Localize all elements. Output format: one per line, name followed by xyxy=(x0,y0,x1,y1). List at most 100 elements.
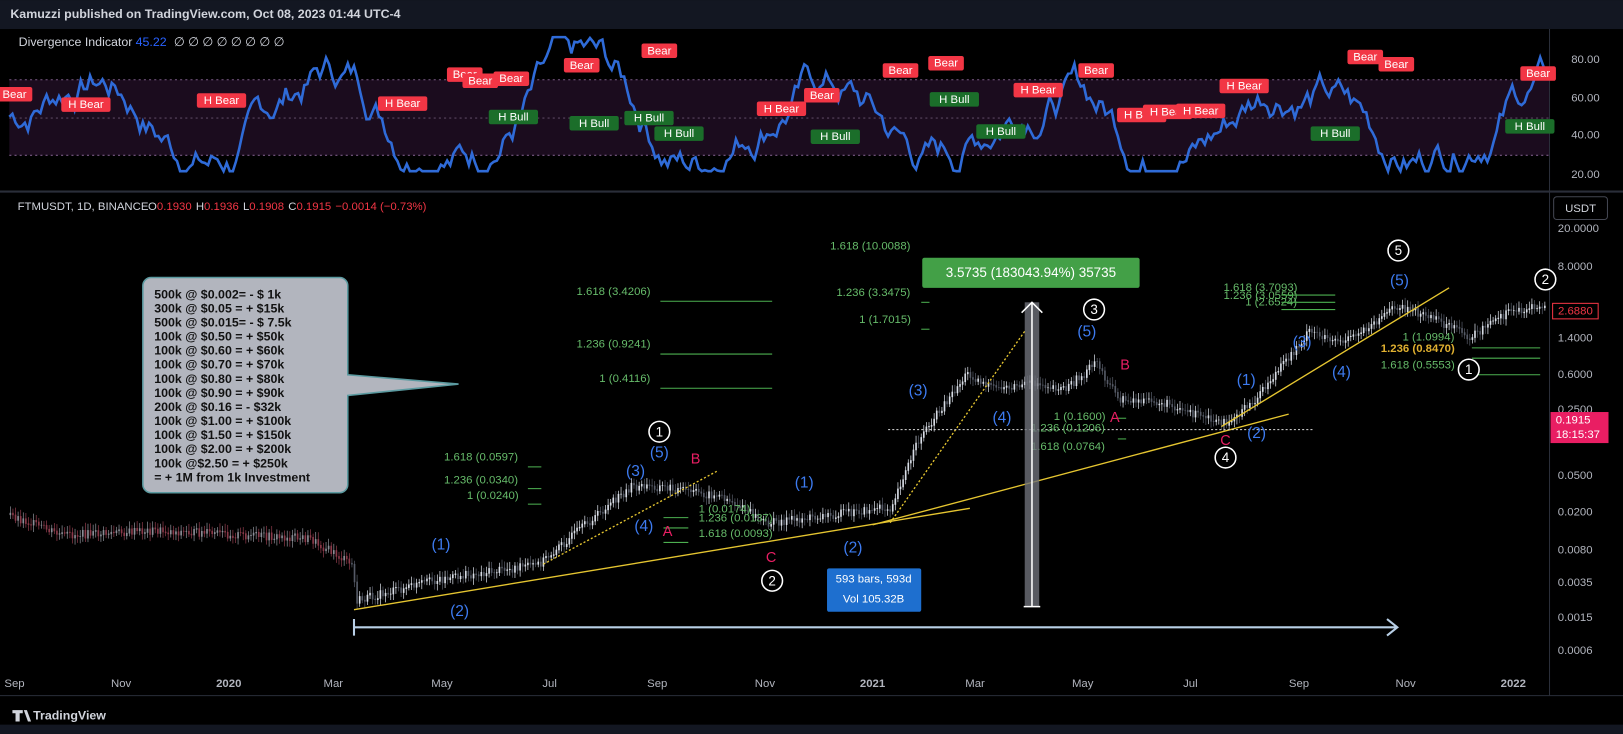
candle xyxy=(620,493,622,495)
candle xyxy=(441,576,444,584)
bear-label-box xyxy=(1176,103,1226,119)
candle xyxy=(1135,398,1137,403)
candle xyxy=(307,535,309,543)
candle xyxy=(157,528,159,534)
candle xyxy=(270,532,273,540)
wave-label-red: A xyxy=(1110,410,1120,426)
wave-circle xyxy=(1387,239,1410,262)
candle xyxy=(1070,381,1073,385)
candle xyxy=(617,493,620,503)
bear-label-box xyxy=(1219,78,1269,94)
ohlc-key: H xyxy=(196,201,204,213)
candle xyxy=(816,518,819,520)
candle xyxy=(604,509,607,514)
measure-arrow xyxy=(1021,301,1043,608)
candle xyxy=(1329,337,1331,342)
fib-label: 1.236 (0.9241) xyxy=(577,339,651,351)
candle xyxy=(113,531,115,534)
candle xyxy=(858,510,860,514)
candle xyxy=(1357,333,1360,336)
wave-circle xyxy=(1534,268,1557,291)
time-tick: Mar xyxy=(965,678,985,690)
candle xyxy=(1179,408,1181,410)
candle xyxy=(1316,331,1318,333)
time-tick: Jul xyxy=(542,678,557,690)
candle xyxy=(325,548,327,552)
wave-circle-label: 3 xyxy=(1090,302,1097,317)
candle xyxy=(206,529,208,534)
candle xyxy=(387,592,389,595)
candle xyxy=(1406,306,1409,313)
price-tick: 0.0500 xyxy=(1558,470,1593,482)
candle xyxy=(493,572,496,574)
candle xyxy=(358,596,361,604)
candle xyxy=(276,534,278,540)
candle xyxy=(840,509,842,517)
candle xyxy=(1295,346,1298,356)
candle xyxy=(260,532,263,538)
candle xyxy=(537,561,540,565)
candle xyxy=(878,504,881,509)
candle xyxy=(1471,337,1474,340)
candle xyxy=(488,568,490,574)
candle xyxy=(141,528,144,534)
fib-label: 1.618 (3.7093) xyxy=(1223,282,1297,294)
candle xyxy=(552,554,555,556)
candle xyxy=(987,383,990,387)
price-tick: 0.0080 xyxy=(1558,545,1593,557)
candle xyxy=(1124,396,1127,401)
candle xyxy=(110,531,113,535)
candle xyxy=(1487,324,1489,328)
candle xyxy=(131,528,133,535)
time-tick: Mar xyxy=(323,678,343,690)
fib-label: 1.618 (0.5553) xyxy=(1381,359,1455,371)
currency-button[interactable] xyxy=(1553,196,1608,221)
candle xyxy=(1047,387,1049,389)
candle xyxy=(25,518,27,524)
fib-label: 1.618 (0.0764) xyxy=(1031,441,1105,453)
candle xyxy=(464,570,467,579)
bear-label-box xyxy=(804,88,840,103)
currency[interactable]: USDT xyxy=(1565,203,1596,215)
candle xyxy=(247,535,250,540)
candle xyxy=(89,530,92,536)
candle xyxy=(1161,403,1163,405)
candle xyxy=(1432,315,1435,320)
candle xyxy=(1086,369,1088,378)
candle xyxy=(653,485,656,490)
candle xyxy=(992,384,995,386)
candle xyxy=(1528,308,1531,310)
candle xyxy=(182,530,185,532)
candle xyxy=(1326,335,1329,339)
footer-logo xyxy=(12,710,32,722)
candle xyxy=(1287,358,1290,361)
candle xyxy=(1538,306,1541,309)
candle xyxy=(563,542,565,548)
candle xyxy=(1145,398,1148,400)
bear-label-box xyxy=(756,101,807,116)
bear-label-box xyxy=(1347,49,1384,65)
candle xyxy=(288,537,291,542)
candle xyxy=(791,515,793,520)
candle xyxy=(819,518,822,520)
candle xyxy=(1370,324,1373,329)
candle xyxy=(837,516,840,519)
candle xyxy=(622,493,625,498)
candle xyxy=(1181,408,1184,411)
candle xyxy=(1199,411,1202,416)
candle xyxy=(1127,400,1130,402)
fib-label: 1 (1.0994) xyxy=(1403,332,1455,344)
candle xyxy=(53,528,56,532)
candle xyxy=(1259,391,1262,399)
candle xyxy=(747,510,749,512)
candle xyxy=(66,531,69,534)
candle xyxy=(1474,330,1476,338)
candle xyxy=(1111,384,1114,387)
candle xyxy=(943,401,946,412)
fib-label: 1.618 (10.0088) xyxy=(830,240,911,252)
candle xyxy=(798,518,801,523)
candle xyxy=(703,492,705,498)
candle xyxy=(410,583,413,586)
candle xyxy=(759,519,762,521)
candle xyxy=(1228,421,1230,426)
